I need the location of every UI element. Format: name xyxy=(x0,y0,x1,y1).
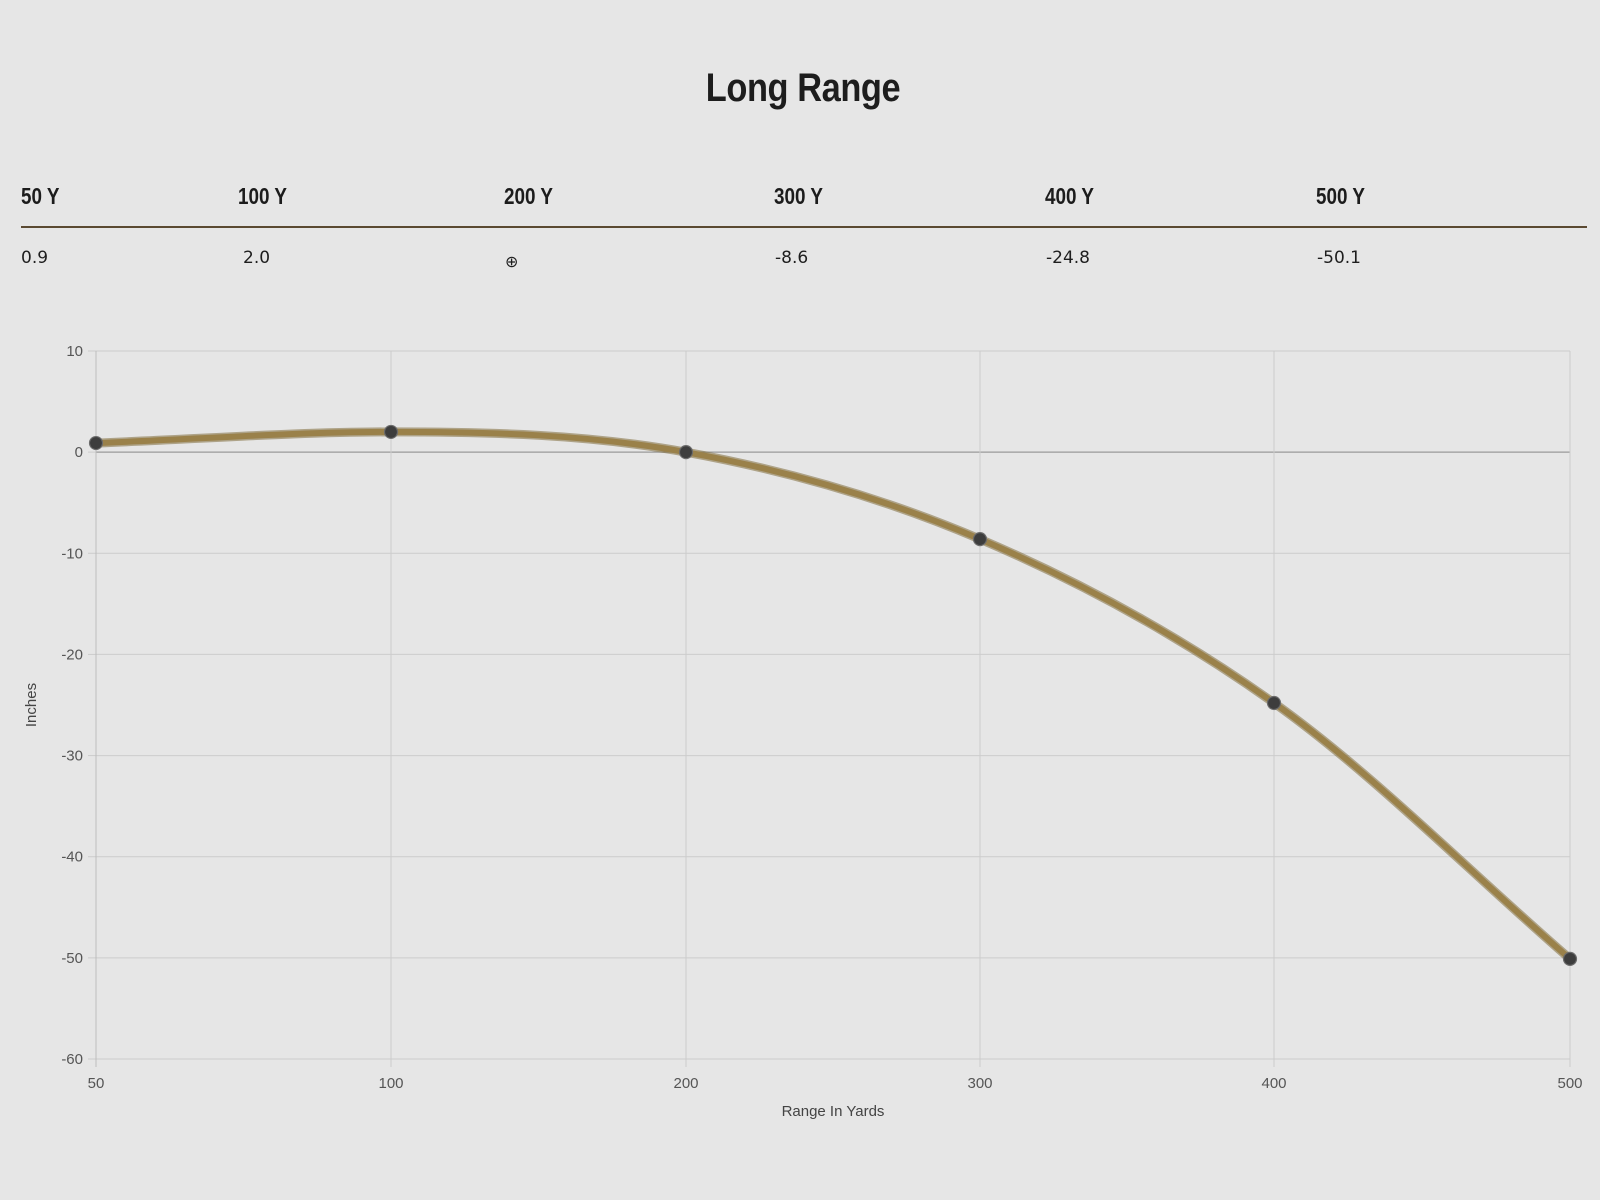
table-divider xyxy=(21,226,1587,228)
data-point xyxy=(1562,951,1578,966)
range-header-400: 400 Y xyxy=(1045,183,1094,209)
range-header-200: 200 Y xyxy=(504,183,553,209)
page-title: Long Range xyxy=(705,66,901,110)
y-tick-label: -60 xyxy=(61,1051,83,1068)
range-header-500: 500 Y xyxy=(1316,183,1365,209)
series-line-outline xyxy=(91,427,1575,964)
x-tick-label: 100 xyxy=(378,1075,403,1092)
y-tick-label: -10 xyxy=(61,545,83,562)
drop-value-50: 0.9 xyxy=(21,248,49,268)
drop-value-400: -24.8 xyxy=(1046,248,1090,268)
drop-value-100: 2.0 xyxy=(243,248,271,268)
chart-points xyxy=(88,424,1578,966)
y-tick-label: -20 xyxy=(61,646,83,663)
data-point xyxy=(88,435,104,451)
range-table-values: 0.9 2.0 ⊕ -8.6 -24.8 -50.1 xyxy=(21,248,1587,272)
data-point xyxy=(1266,695,1282,711)
crosshair-icon: ⊕ xyxy=(505,252,519,271)
y-tick-label: -40 xyxy=(61,849,83,866)
range-header-50: 50 Y xyxy=(21,183,60,209)
x-tick-label: 200 xyxy=(673,1075,698,1092)
x-tick-label: 500 xyxy=(1557,1075,1582,1092)
data-point xyxy=(678,445,694,460)
drop-value-300: -8.6 xyxy=(775,248,809,268)
range-header-100: 100 Y xyxy=(238,183,287,209)
data-point xyxy=(972,532,988,547)
drop-value-500: -50.1 xyxy=(1317,248,1361,268)
data-point xyxy=(383,424,399,440)
y-tick-label: 10 xyxy=(66,343,83,360)
series-line xyxy=(93,428,1573,962)
y-tick-label: -30 xyxy=(61,748,83,765)
range-table-header: 50 Y 100 Y 200 Y 300 Y 400 Y 500 Y xyxy=(21,183,1587,213)
chart-grid xyxy=(88,350,1571,1067)
x-tick-label: 300 xyxy=(967,1075,992,1092)
x-axis-title: Range In Yards xyxy=(782,1103,885,1120)
chart-lines xyxy=(91,427,1575,964)
range-header-300: 300 Y xyxy=(774,183,823,209)
y-axis-title: Inches xyxy=(23,683,40,727)
x-tick-label: 50 xyxy=(88,1075,105,1092)
x-tick-label: 400 xyxy=(1261,1075,1286,1092)
y-tick-label: -50 xyxy=(61,950,83,967)
y-tick-label: 0 xyxy=(75,444,83,461)
